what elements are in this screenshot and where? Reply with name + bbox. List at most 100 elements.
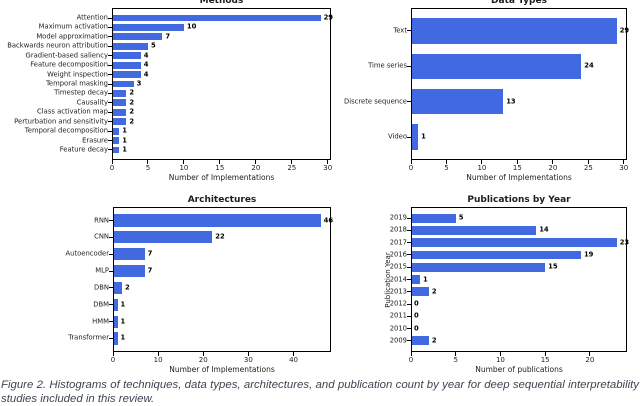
bar-value-label: 1	[122, 136, 127, 145]
bar	[112, 127, 120, 135]
x-tick	[183, 160, 185, 164]
bar-value-label: 2	[431, 336, 437, 345]
x-tick-label: 10	[477, 164, 487, 172]
y-tick	[108, 83, 112, 85]
bar-value-label: 3	[136, 79, 142, 88]
y-tick	[407, 340, 411, 342]
bar	[411, 88, 504, 115]
bar-value-label: 4	[143, 51, 149, 60]
bar	[113, 281, 123, 294]
x-axis-label: Number of Implementations	[169, 365, 275, 374]
bar-value-label: 0	[414, 324, 419, 333]
x-tick	[552, 160, 554, 164]
x-tick	[247, 352, 249, 356]
x-tick-label: 5	[453, 356, 458, 364]
y-tick	[108, 55, 112, 57]
y-tick	[109, 253, 113, 255]
bar	[113, 315, 118, 328]
bar	[411, 250, 581, 260]
category-label: Discrete sequence	[344, 97, 407, 106]
x-tick	[255, 160, 257, 164]
y-axis-label: Publication Year	[384, 251, 392, 308]
bar	[112, 52, 141, 60]
bar-value-label: 23	[619, 238, 630, 247]
bar-value-label: 13	[506, 97, 516, 106]
bar	[113, 231, 213, 244]
bar-value-label: 0	[414, 311, 419, 320]
bar-value-label: 4	[143, 60, 149, 69]
x-tick	[544, 352, 546, 356]
x-tick-label: 20	[251, 164, 261, 172]
bar	[112, 90, 127, 97]
y-tick	[108, 45, 112, 47]
y-tick	[407, 101, 411, 103]
x-tick-label: 0	[110, 356, 116, 364]
x-tick-label: 20	[548, 164, 558, 172]
bar	[411, 53, 582, 80]
y-tick	[108, 64, 112, 66]
y-tick	[407, 254, 411, 256]
bar-value-label: 7	[165, 32, 171, 41]
y-tick	[109, 287, 113, 289]
x-tick	[157, 352, 159, 356]
x-tick-label: 15	[512, 164, 522, 172]
y-tick	[108, 121, 112, 123]
category-label: 2009	[389, 336, 407, 345]
y-tick	[407, 303, 411, 305]
y-tick	[108, 111, 112, 113]
bar	[113, 214, 321, 227]
category-label: 2017	[389, 238, 407, 247]
bar-value-label: 2	[431, 287, 437, 296]
x-tick	[623, 160, 625, 164]
x-tick	[327, 160, 329, 164]
category-label: HMM	[92, 317, 109, 326]
chart-title: Publications by Year	[467, 195, 571, 205]
category-label: Autoencoder	[65, 249, 109, 258]
x-tick-label: 30	[619, 164, 629, 172]
x-tick	[291, 160, 293, 164]
bar	[113, 332, 118, 345]
category-label: DBM	[93, 300, 109, 309]
y-tick	[108, 26, 112, 28]
chart-title: Data Types	[491, 0, 547, 6]
category-label: Video	[387, 132, 407, 141]
category-label: 2011	[389, 311, 407, 320]
bar-value-label: 14	[539, 226, 549, 235]
category-label: Temporal masking	[45, 79, 108, 88]
x-tick-label: 0	[408, 164, 414, 172]
bar	[112, 71, 141, 78]
x-tick-label: 25	[287, 164, 297, 172]
x-tick	[589, 352, 591, 356]
category-label: Transformer	[68, 334, 109, 343]
bar	[411, 336, 429, 346]
x-tick-label: 40	[289, 356, 298, 364]
bar-value-label: 1	[421, 132, 426, 141]
bar	[411, 18, 617, 44]
bar-value-label: 5	[458, 213, 464, 222]
y-tick	[407, 65, 411, 67]
bar-value-label: 46	[323, 216, 334, 225]
bar-value-label: 29	[323, 13, 334, 22]
bar-value-label: 2	[129, 89, 135, 98]
x-axis-label: Number of Implementations	[466, 173, 572, 182]
x-tick	[410, 160, 412, 164]
y-tick	[109, 236, 113, 238]
bar-value-label: 5	[150, 41, 156, 50]
x-tick-label: 5	[444, 164, 449, 172]
x-tick	[147, 160, 149, 164]
category-label: 2013	[389, 287, 407, 296]
category-label: CNN	[94, 232, 109, 241]
bar-value-label: 22	[215, 232, 225, 241]
bar-value-label: 2	[129, 98, 135, 107]
category-label: Gradient-based saliency	[25, 51, 108, 60]
bar-value-label: 1	[122, 145, 127, 154]
bar	[112, 80, 134, 88]
bar-value-label: 2	[129, 117, 135, 126]
category-label: 2014	[389, 275, 407, 284]
chart-architectures: Architectures RNN 46 CNN 22 Autoencoder 7 MLP 7 D…	[66, 195, 334, 373]
x-tick-label: 0	[408, 356, 414, 364]
bar-value-label: 24	[584, 61, 594, 70]
bar	[112, 137, 120, 144]
bar	[411, 287, 429, 297]
